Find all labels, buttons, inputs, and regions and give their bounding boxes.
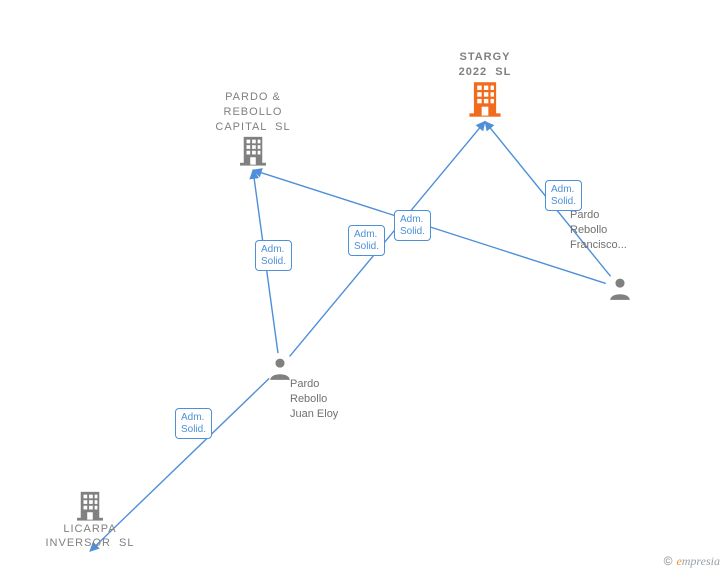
edge-label-francisco-pr_capital: Adm. Solid. xyxy=(394,210,431,241)
building-icon xyxy=(193,135,313,167)
node-licarpa: LICARPA INVERSOR SL xyxy=(30,490,150,551)
node-pr_capital: PARDO & REBOLLO CAPITAL SL xyxy=(193,90,313,166)
node-label-juan: Pardo Rebollo Juan Eloy xyxy=(290,377,338,422)
edge-label-juan-stargy: Adm. Solid. xyxy=(348,225,385,256)
node-francisco: Pardo Rebollo Francisco... xyxy=(560,275,680,301)
node-label-francisco: Pardo Rebollo Francisco... xyxy=(570,208,627,253)
edge-juan-stargy xyxy=(290,122,485,357)
node-label-stargy: STARGY 2022 SL xyxy=(425,50,545,80)
person-icon xyxy=(560,275,680,301)
node-juan: Pardo Rebollo Juan Eloy xyxy=(220,355,340,381)
copyright-symbol: © xyxy=(664,554,673,568)
edge-label-juan-pr_capital: Adm. Solid. xyxy=(255,240,292,271)
node-label-pr_capital: PARDO & REBOLLO CAPITAL SL xyxy=(193,90,313,135)
node-stargy: STARGY 2022 SL xyxy=(425,50,545,117)
building-icon xyxy=(30,490,150,522)
edge-label-juan-licarpa: Adm. Solid. xyxy=(175,408,212,439)
network-diagram: { "canvas": { "width": 728, "height": 57… xyxy=(0,0,728,575)
watermark-rest: mpresia xyxy=(682,554,720,568)
node-label-licarpa: LICARPA INVERSOR SL xyxy=(30,522,150,552)
watermark: ©empresia xyxy=(664,554,720,569)
building-icon xyxy=(425,80,545,118)
edge-label-francisco-stargy: Adm. Solid. xyxy=(545,180,582,211)
